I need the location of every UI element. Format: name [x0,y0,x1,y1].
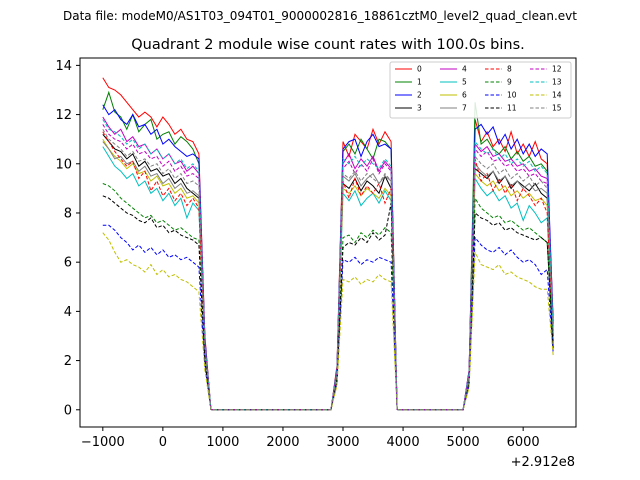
x-axis: −1000 0 1000 2000 3000 4000 5000 6000 [81,427,540,450]
legend-label-7: 7 [462,104,467,113]
x-tick-label: 5000 [447,435,480,450]
series-line-14 [102,232,554,411]
series-line-8 [102,131,554,411]
x-tick-label: 4000 [387,435,420,450]
legend-label-3: 3 [417,104,422,113]
y-tick-label: 10 [55,157,72,172]
plot-lines [102,77,554,411]
legend-label-14: 14 [552,91,562,100]
y-tick-label: 2 [64,354,72,369]
series-line-6 [102,138,554,411]
legend-label-13: 13 [552,78,562,87]
legend-label-8: 8 [507,65,512,74]
x-tick-label: 0 [159,435,167,450]
legend-label-4: 4 [462,65,467,74]
legend-label-2: 2 [417,91,422,100]
legend-label-6: 6 [462,91,467,100]
x-tick-label: 3000 [326,435,359,450]
y-tick-label: 6 [64,256,72,271]
series-line-9 [102,183,554,411]
legend-label-1: 1 [417,78,422,87]
y-tick-label: 4 [64,305,72,320]
x-tick-label: 1000 [206,435,239,450]
y-tick-label: 12 [55,108,72,123]
series-line-4 [102,116,554,411]
x-offset-label: +2.912e8 [511,455,575,470]
legend-label-11: 11 [507,104,517,113]
y-tick-label: 8 [64,206,72,221]
series-line-3 [102,133,554,411]
legend-label-15: 15 [552,104,562,113]
x-tick-label: 6000 [507,435,540,450]
legend-box [389,61,572,119]
legend-label-5: 5 [462,78,467,87]
chart-suptitle: Data file: modeM0/AS1T03_094T01_90000028… [63,9,577,23]
series-line-1 [102,90,554,411]
series-line-15 [102,129,554,411]
legend-label-10: 10 [507,91,517,100]
series-line-0 [102,77,554,411]
series-line-10 [102,224,554,411]
y-axis: 0 2 4 6 8 10 12 14 [55,59,80,418]
chart-title: Quadrant 2 module wise count rates with … [131,37,525,53]
series-line-12 [102,124,554,411]
series-line-13 [102,119,554,411]
legend-label-9: 9 [507,78,512,87]
series-line-7 [102,141,554,411]
series-line-2 [102,104,554,411]
legend-label-12: 12 [552,65,562,74]
y-tick-label: 14 [55,59,72,74]
x-tick-label: −1000 [81,435,125,450]
series-line-11 [102,195,554,411]
x-tick-label: 2000 [266,435,299,450]
y-tick-label: 0 [64,403,72,418]
plot-frame [79,57,577,428]
legend-label-0: 0 [417,65,422,74]
